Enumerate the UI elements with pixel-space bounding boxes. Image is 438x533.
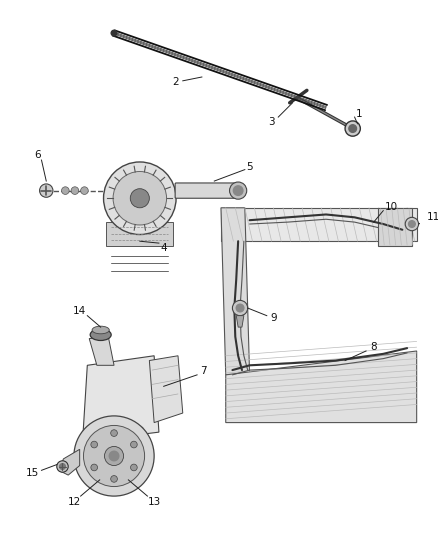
Circle shape — [61, 187, 69, 195]
Text: 12: 12 — [67, 497, 81, 507]
Polygon shape — [89, 337, 114, 365]
Circle shape — [345, 121, 360, 136]
Text: 3: 3 — [268, 117, 275, 127]
Circle shape — [111, 475, 117, 482]
Circle shape — [113, 172, 166, 225]
Polygon shape — [221, 208, 417, 241]
Circle shape — [349, 125, 357, 132]
Circle shape — [233, 186, 243, 196]
Polygon shape — [236, 316, 244, 327]
Circle shape — [236, 304, 244, 312]
Text: 2: 2 — [172, 77, 178, 87]
Circle shape — [60, 464, 65, 470]
Circle shape — [109, 451, 119, 461]
Circle shape — [130, 189, 149, 208]
Circle shape — [91, 441, 98, 448]
Ellipse shape — [90, 329, 111, 341]
Circle shape — [131, 464, 137, 471]
Circle shape — [409, 221, 415, 228]
Polygon shape — [221, 208, 250, 375]
Text: 14: 14 — [73, 306, 86, 316]
Circle shape — [131, 441, 137, 448]
Text: 1: 1 — [356, 109, 363, 119]
Circle shape — [71, 187, 79, 195]
Text: 4: 4 — [160, 243, 167, 253]
Circle shape — [405, 217, 419, 231]
Polygon shape — [226, 351, 417, 423]
Circle shape — [39, 184, 53, 197]
Text: 6: 6 — [34, 150, 41, 160]
Polygon shape — [106, 222, 173, 246]
Polygon shape — [378, 208, 412, 246]
Circle shape — [233, 301, 248, 316]
Circle shape — [84, 425, 145, 487]
Text: 11: 11 — [427, 212, 438, 222]
Text: 7: 7 — [201, 366, 207, 376]
FancyBboxPatch shape — [175, 183, 239, 198]
Circle shape — [57, 461, 68, 472]
Circle shape — [111, 30, 117, 36]
Circle shape — [230, 182, 247, 199]
Text: 10: 10 — [384, 202, 397, 212]
Circle shape — [81, 187, 88, 195]
Text: 15: 15 — [25, 468, 39, 478]
Circle shape — [103, 162, 176, 235]
Text: 13: 13 — [148, 497, 161, 507]
Circle shape — [105, 447, 124, 465]
Ellipse shape — [92, 326, 109, 334]
Polygon shape — [82, 356, 159, 442]
Polygon shape — [84, 427, 145, 456]
Circle shape — [91, 464, 98, 471]
Text: 5: 5 — [246, 161, 253, 172]
Text: 9: 9 — [270, 312, 277, 322]
Polygon shape — [59, 449, 80, 475]
Circle shape — [111, 430, 117, 437]
Text: 8: 8 — [371, 342, 377, 352]
Polygon shape — [149, 356, 183, 423]
Circle shape — [74, 416, 154, 496]
